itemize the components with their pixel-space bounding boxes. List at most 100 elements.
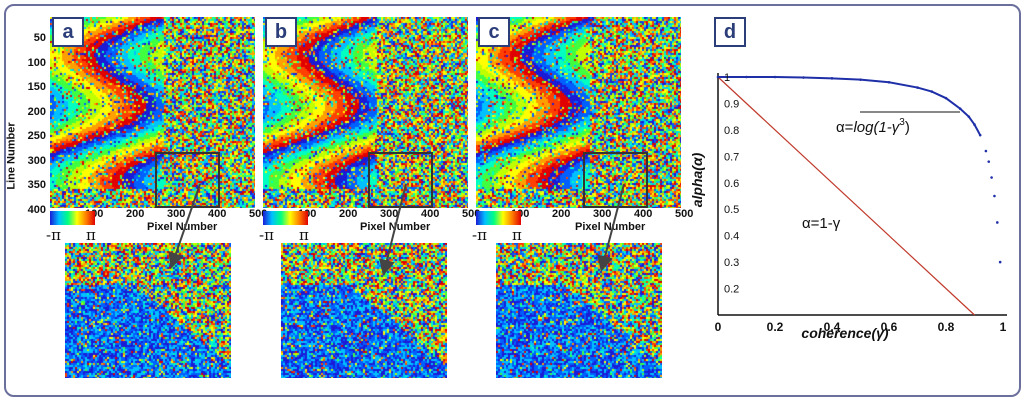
interferogram-a	[50, 17, 255, 208]
y-tick-150: 150	[27, 81, 46, 93]
log-series-point	[944, 96, 948, 100]
colorbar-max-a: π	[86, 226, 96, 244]
zoom-image-a	[65, 243, 231, 378]
log-series-point	[859, 78, 862, 81]
log-series-point	[973, 123, 976, 126]
colorbar-min-a: -π	[46, 226, 61, 244]
interferogram-raster	[263, 17, 468, 208]
x-tick-300-2: 300	[593, 208, 612, 220]
chart-y-tick-0.3: 0.3	[724, 257, 739, 269]
chart-x-tick-0.2: 0.2	[767, 320, 784, 334]
chart-x-tick-0.6: 0.6	[881, 320, 898, 334]
panel-label-b-top: b	[265, 17, 297, 47]
arrow-a	[168, 183, 201, 269]
log-series-point	[887, 80, 891, 84]
y-tick-300: 300	[27, 154, 46, 167]
x-tick-500-0: 500	[249, 208, 268, 220]
log-series-point	[967, 115, 971, 118]
panel-label-a-top: a	[52, 17, 84, 47]
colorbar-max-c: π	[512, 226, 522, 244]
chart-y-tick-1: 1	[724, 72, 730, 84]
panel-label-d: d	[714, 17, 746, 47]
chart-x-tick-0.4: 0.4	[824, 320, 841, 334]
y-tick-50: 50	[33, 32, 46, 44]
log-series-point	[993, 194, 996, 198]
chart-series-linear	[717, 76, 975, 316]
log-series-point	[998, 260, 1002, 264]
log-series-point	[745, 75, 748, 79]
colorbar-max-b: π	[299, 226, 309, 244]
chart-y-tick-0.7: 0.7	[724, 151, 739, 163]
log-series-point	[830, 77, 834, 80]
zoom-region-box-c	[583, 152, 648, 208]
log-series-point	[987, 160, 991, 163]
x-tick-300-1: 300	[380, 208, 399, 220]
colorbar-a	[50, 211, 95, 225]
linear-series-line	[717, 76, 975, 316]
y-tick-400: 400	[27, 203, 46, 216]
annotation-log-suffix: )	[905, 119, 910, 136]
y-tick-100: 100	[27, 56, 46, 69]
annotation-linear: α=1-γ	[802, 215, 841, 232]
y-tick-350: 350	[27, 179, 46, 191]
x-tick-200-2: 200	[552, 208, 571, 220]
annotation-log-power: 3	[899, 117, 905, 128]
chart-y-tick-0.5: 0.5	[724, 204, 739, 216]
annotation-log: α=log(1-γ3)	[836, 117, 910, 136]
annotation-log-body: log(1-γ	[853, 119, 900, 136]
colorbar-min-c: -π	[472, 226, 487, 244]
colorbar-c	[476, 211, 521, 225]
chart-y-tick-0.6: 0.6	[724, 178, 739, 190]
chart-x-tick-0.8: 0.8	[938, 320, 955, 334]
x-axis-title-a: Pixel Number	[147, 221, 218, 233]
arrow-b	[379, 183, 407, 276]
chart-d: 0 0.2 0.4 0.6 0.8 10.20.30.40.50.60.70.80.91 …	[690, 72, 1007, 341]
chart-x-tick-1: 1	[1000, 320, 1007, 334]
zoom-image-c	[496, 243, 662, 378]
colorbar-min-b: -π	[259, 226, 274, 244]
interferogram-raster	[50, 17, 255, 208]
log-series-point	[984, 149, 988, 153]
zoom-raster	[281, 243, 447, 378]
zoom-raster	[496, 243, 662, 378]
chart-y-tick-0.4: 0.4	[724, 231, 739, 243]
chart-y-tick-0.8: 0.8	[724, 125, 739, 137]
log-series-point	[958, 107, 962, 111]
y-tick-250: 250	[27, 130, 46, 142]
x-axis-title-c: Pixel Number	[575, 221, 646, 233]
chart-x-title: coherence(γ)	[801, 325, 888, 341]
chart-x-tick-0: 0	[715, 320, 722, 334]
x-tick-400-2: 400	[634, 208, 653, 220]
chart-series-log	[716, 75, 1002, 264]
annotation-log-prefix: α=	[836, 119, 854, 136]
zoom-region-box-a	[155, 152, 220, 208]
log-series-point	[716, 75, 720, 79]
zoom-image-b	[281, 243, 447, 378]
chart-axes	[717, 73, 1007, 316]
colorbar-b	[263, 211, 308, 225]
zoom-raster	[65, 243, 231, 378]
log-series-point	[802, 76, 805, 79]
log-series-point	[978, 133, 982, 137]
x-tick-500-2: 500	[675, 208, 694, 220]
log-series-point	[990, 176, 993, 179]
chart-y-title: alpha(α)	[690, 152, 705, 207]
x-tick-200-0: 200	[126, 208, 145, 220]
interferogram-b	[263, 17, 468, 208]
log-series-point	[930, 90, 934, 93]
chart-y-tick-0.2: 0.2	[724, 284, 739, 296]
log-series-point	[916, 86, 919, 89]
log-series-line	[718, 76, 982, 136]
x-tick-400-1: 400	[421, 208, 440, 220]
x-tick-400-0: 400	[208, 208, 227, 220]
log-series-point	[996, 221, 999, 224]
x-tick-300-0: 300	[167, 208, 186, 220]
x-tick-200-1: 200	[339, 208, 358, 220]
chart-y-tick-0.9: 0.9	[724, 98, 739, 110]
chart-tick-labels: 0 0.2 0.4 0.6 0.8 1 0.2 0.3 0.4 0.5 0.6 0.7 0.8 0.9 1	[715, 72, 1007, 334]
panel-label-c-top: c	[478, 17, 510, 47]
log-series-point	[773, 75, 777, 79]
arrow-c	[597, 183, 625, 272]
x-tick-500-1: 500	[462, 208, 481, 220]
